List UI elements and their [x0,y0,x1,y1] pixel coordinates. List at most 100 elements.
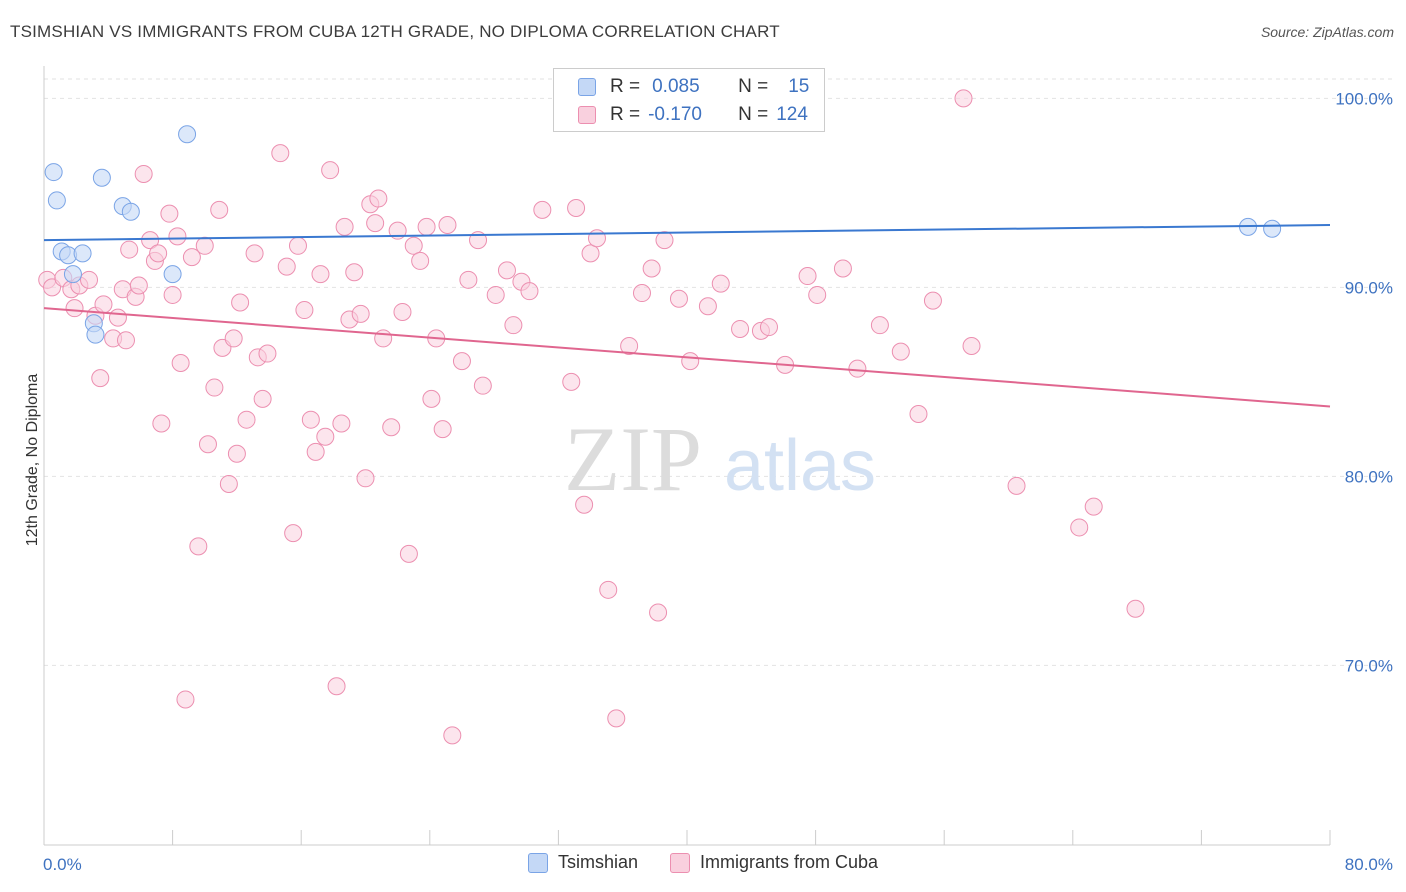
cuba-point [562,372,581,391]
x-tick-label-left: 0.0% [43,855,82,874]
cuba-point [833,259,852,278]
cuba-point [316,427,335,446]
cuba-point [607,709,626,728]
cuba-point [369,189,388,208]
cuba-point [141,231,160,250]
r-label: R = [610,104,641,125]
cuba-point [870,316,889,335]
cuba-point [345,263,364,282]
cuba-point [962,336,981,355]
cuba-point [231,293,250,312]
cuba-point [417,217,436,236]
r-value: -0.170 [648,104,702,125]
cuba-point [306,442,325,461]
cuba-point [168,227,187,246]
y-tick-label: 80.0% [1345,467,1393,486]
cuba-point [258,344,277,363]
r-value: 0.085 [652,76,700,97]
cuba-point [171,353,190,372]
cuba-point [587,229,606,248]
r-label: R = [610,76,641,97]
cuba-point [567,198,586,217]
axes [43,66,1331,846]
cuba-point [438,216,457,234]
cuba-point [227,444,246,463]
cuba-point [452,352,471,371]
cuba-point [210,200,229,219]
cuba-point [237,410,256,429]
watermark-zip: ZIP [564,408,702,510]
cuba-point [356,469,375,488]
cuba-point [399,544,418,563]
cuba-point [284,524,303,543]
tsimshian-point [73,244,92,263]
cuba-point [698,297,717,316]
cuba-point [253,389,272,408]
cuba-point [134,164,153,183]
cuba-swatch [578,106,596,124]
n-value: 15 [788,76,810,97]
tsimshian-point [163,265,182,284]
n-value: 124 [776,104,808,125]
cuba-point [108,308,127,327]
cuba-point [473,376,492,395]
cuba-point [422,389,441,408]
cuba-point [382,418,401,437]
cuba-point [411,251,430,270]
cuba-point [301,410,320,429]
cuba-point [798,267,817,286]
cuba-point [443,726,462,745]
cuba-point [404,236,423,255]
cuba-point [245,244,264,263]
watermark: ZIP atlas [564,408,876,510]
cuba-trend-line [43,307,1331,408]
cuba-point [149,244,168,263]
cuba-point [620,336,639,355]
cuba-point [277,257,296,276]
tsimshian-point [178,125,197,144]
source-credit: Source: ZipAtlas.com [1260,24,1394,40]
cuba-point [321,161,340,180]
legend-item-cuba: Immigrants from Cuba [669,852,878,873]
cuba-point [271,144,290,163]
cuba-point [195,236,214,255]
cuba-point [332,414,351,433]
n-label: N = [738,104,769,125]
cuba-point [205,378,224,397]
cuba-point [94,295,113,314]
cuba-point [1007,476,1026,495]
cuba-point [160,204,179,223]
cuba-point [486,285,505,304]
tsimshian-point [47,191,66,210]
legend-row-tsimshian: R = 0.085 N = 15 [554,73,809,101]
cuba-point [599,580,618,599]
cuba-point [189,537,208,556]
cuba-point [669,289,688,308]
y-tick-label: 70.0% [1345,656,1393,675]
series-legend: Tsimshian Immigrants from Cuba [0,852,1406,873]
tsimshian-point [92,168,111,187]
cuba-point [327,677,346,696]
gridlines [44,78,1392,666]
cuba-point [520,282,539,301]
cuba-point [681,352,700,371]
cuba-point [374,329,393,348]
cuba-point [649,603,668,622]
y-axis-title: 12th Grade, No Diploma [24,374,41,547]
legend-row-cuba: R = -0.170 N = 124 [554,101,808,129]
cuba-point [459,270,478,289]
cuba-point [642,259,661,278]
tsimshian-legend-swatch [527,852,548,873]
y-tick-label: 100.0% [1335,89,1393,108]
cuba-point [954,89,973,108]
cuba-point [152,414,171,433]
n-label: N = [738,76,769,97]
cuba-point [311,265,330,284]
watermark-atlas: atlas [724,426,876,506]
cuba-point [504,316,523,335]
cuba-point [198,435,217,454]
tsimshian-point [63,265,82,284]
cuba-point [1084,497,1103,516]
tsimshian-trend-line [43,224,1331,242]
